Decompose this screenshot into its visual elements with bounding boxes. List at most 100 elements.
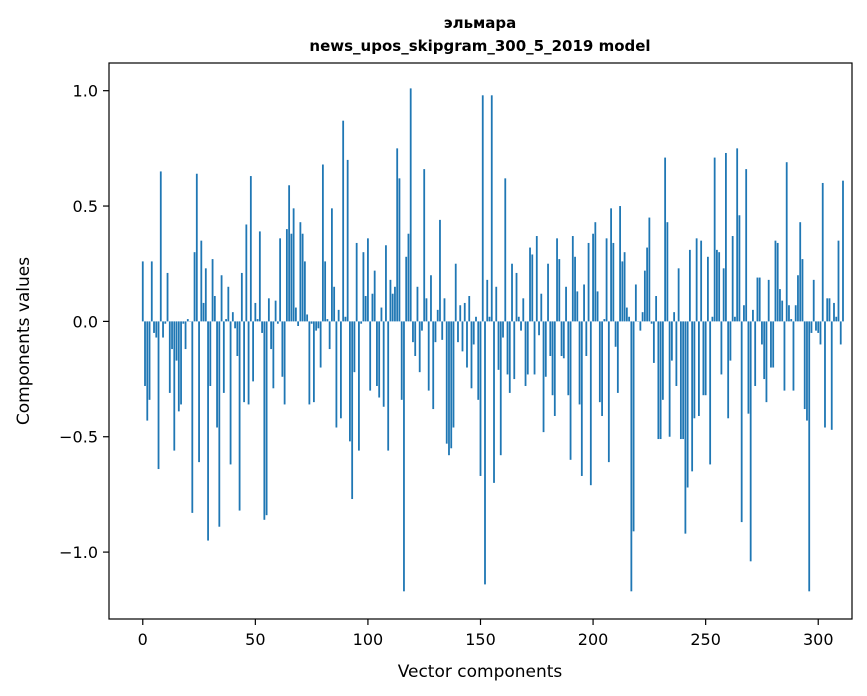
bar xyxy=(421,321,423,331)
x-tick-label: 150 xyxy=(465,630,496,649)
bar xyxy=(702,321,705,396)
bar xyxy=(198,321,200,463)
bar xyxy=(558,259,561,322)
bar xyxy=(698,321,700,416)
bar xyxy=(824,321,826,428)
bar xyxy=(256,319,259,322)
bar xyxy=(819,321,822,345)
bar xyxy=(544,321,547,377)
chart-title: эльмара xyxy=(444,14,517,32)
bar xyxy=(562,321,565,359)
bar xyxy=(321,164,324,322)
bar xyxy=(155,321,158,338)
bar xyxy=(810,321,813,333)
bar xyxy=(700,240,703,322)
bar xyxy=(587,242,590,322)
bar xyxy=(547,263,549,322)
bar xyxy=(290,233,293,322)
bar xyxy=(387,321,390,451)
x-tick-label: 300 xyxy=(803,630,834,649)
x-tick-label: 200 xyxy=(578,630,609,649)
bar xyxy=(175,321,178,361)
bar xyxy=(758,277,761,322)
bar xyxy=(623,252,626,322)
bar xyxy=(218,321,221,527)
bar xyxy=(668,321,671,437)
bar xyxy=(468,296,471,322)
bar xyxy=(340,321,342,419)
y-tick-label: −0.5 xyxy=(59,428,98,447)
bar xyxy=(157,321,160,470)
bar xyxy=(585,321,588,356)
x-tick-label: 0 xyxy=(138,630,148,649)
bar xyxy=(301,233,304,322)
bar xyxy=(565,286,567,322)
bar xyxy=(506,321,509,375)
bar xyxy=(292,208,295,322)
bar xyxy=(162,321,164,338)
bar xyxy=(731,236,734,322)
bar xyxy=(743,305,745,322)
bar xyxy=(312,321,315,403)
bar xyxy=(148,321,151,400)
bar xyxy=(598,321,601,403)
bar xyxy=(382,321,385,407)
bar xyxy=(466,321,468,368)
bar xyxy=(526,321,529,375)
bar xyxy=(529,247,531,322)
bar xyxy=(815,321,817,331)
bar xyxy=(144,321,146,386)
bar xyxy=(270,321,273,350)
bar xyxy=(515,272,518,322)
bar xyxy=(643,270,646,322)
bar xyxy=(209,321,212,386)
bar xyxy=(659,321,662,440)
bar xyxy=(398,178,401,322)
bar xyxy=(362,252,365,322)
bar xyxy=(493,321,495,483)
bar xyxy=(283,321,286,405)
bar xyxy=(646,247,649,322)
bar xyxy=(202,302,205,322)
bar xyxy=(767,279,770,322)
bar xyxy=(427,321,430,391)
bar xyxy=(774,240,777,322)
bar xyxy=(567,321,570,396)
bar xyxy=(164,321,167,324)
bar xyxy=(378,321,381,398)
bar xyxy=(288,185,291,322)
bar xyxy=(285,229,288,322)
bar xyxy=(682,321,685,440)
bar xyxy=(736,148,739,322)
x-tick-label: 250 xyxy=(690,630,721,649)
bar xyxy=(315,321,318,331)
bar xyxy=(513,321,516,380)
bar xyxy=(371,293,374,322)
bar xyxy=(204,268,207,322)
bar xyxy=(299,222,302,322)
bar xyxy=(213,296,216,322)
bar xyxy=(630,321,633,592)
bar xyxy=(425,298,428,322)
bar xyxy=(799,222,802,322)
bar xyxy=(553,321,556,416)
bar xyxy=(704,321,707,396)
bar xyxy=(443,298,446,322)
bar xyxy=(245,224,248,322)
bar xyxy=(274,300,277,322)
bar xyxy=(610,208,612,322)
bar xyxy=(349,321,351,442)
bar xyxy=(517,316,520,322)
bar xyxy=(707,256,709,322)
bar xyxy=(713,157,716,322)
bar xyxy=(661,321,664,400)
bar xyxy=(263,321,266,520)
bar xyxy=(839,321,842,345)
bar xyxy=(711,316,714,322)
y-axis-label: Components values xyxy=(14,257,34,425)
bar xyxy=(389,279,392,322)
bar xyxy=(655,296,658,322)
bar xyxy=(258,231,261,322)
bar xyxy=(621,261,624,322)
